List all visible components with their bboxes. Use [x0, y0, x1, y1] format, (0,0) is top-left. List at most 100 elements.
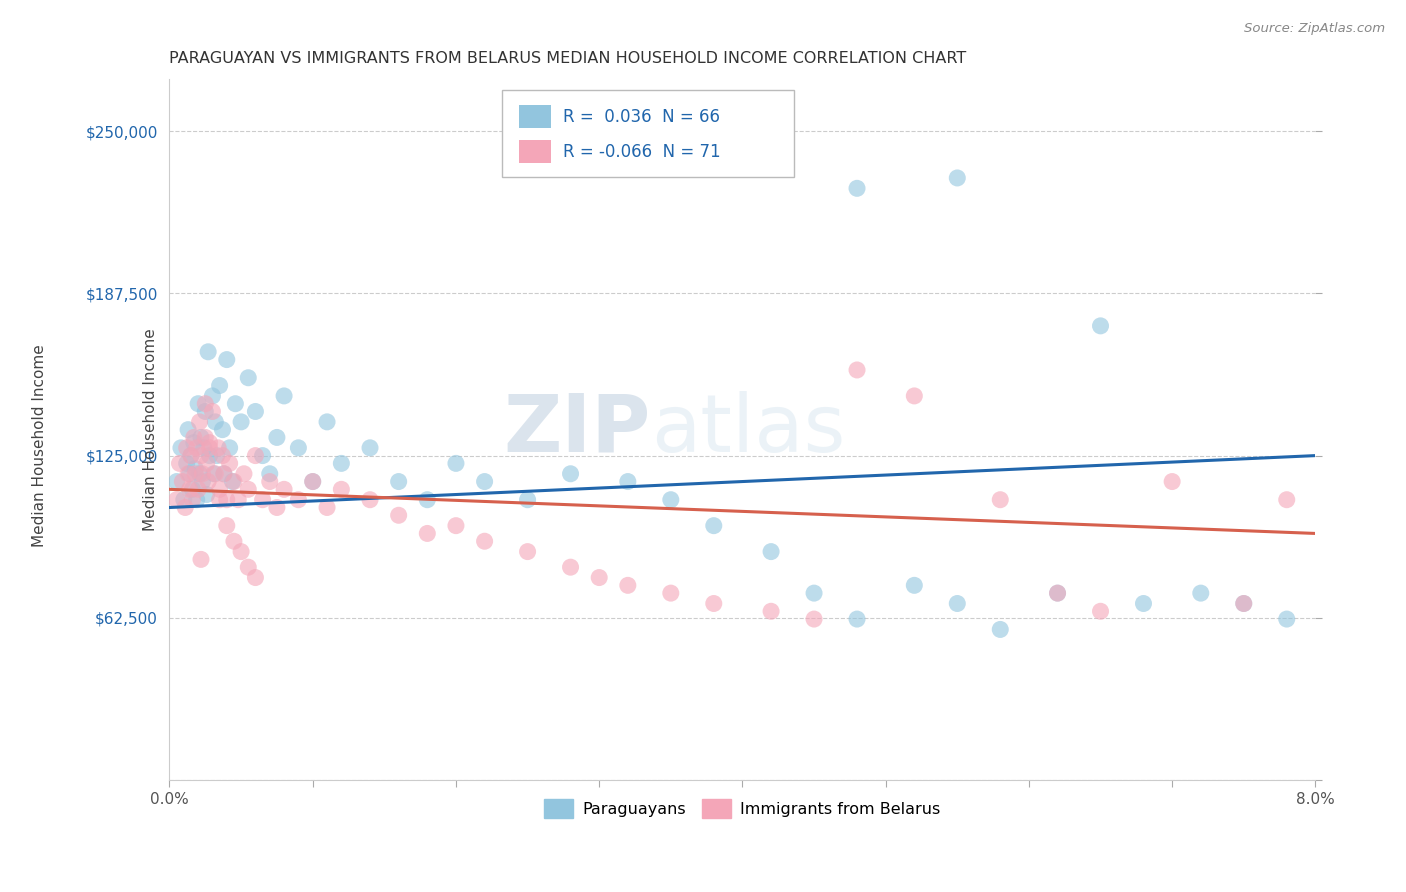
Point	[190, 430, 212, 444]
Point	[287, 492, 309, 507]
Point	[1046, 586, 1069, 600]
Point	[803, 586, 825, 600]
Point	[588, 570, 610, 584]
Point	[238, 483, 260, 497]
Point	[703, 518, 725, 533]
Point	[208, 492, 231, 507]
Point	[1275, 612, 1298, 626]
Point	[177, 423, 200, 437]
Text: R =  0.036  N = 66: R = 0.036 N = 66	[562, 108, 720, 126]
Point	[1090, 318, 1112, 333]
Point	[330, 456, 353, 470]
Point	[659, 492, 682, 507]
Point	[190, 552, 212, 566]
Point	[193, 441, 215, 455]
Point	[184, 461, 207, 475]
Point	[177, 467, 200, 481]
Point	[187, 397, 209, 411]
Point	[180, 449, 202, 463]
Point	[238, 370, 260, 384]
FancyBboxPatch shape	[519, 140, 551, 163]
Point	[194, 404, 217, 418]
Point	[169, 456, 191, 470]
Point	[202, 467, 225, 481]
Point	[218, 441, 240, 455]
Point	[1233, 597, 1256, 611]
Y-axis label: Median Household Income: Median Household Income	[143, 328, 159, 531]
Point	[179, 467, 201, 481]
Point	[903, 578, 925, 592]
Point	[181, 483, 204, 497]
Point	[759, 544, 782, 558]
Point	[903, 389, 925, 403]
Point	[266, 500, 288, 515]
FancyBboxPatch shape	[502, 90, 794, 178]
Point	[172, 475, 194, 489]
Point	[1275, 492, 1298, 507]
Point	[204, 467, 226, 481]
Point	[416, 492, 439, 507]
Point	[259, 475, 281, 489]
Point	[198, 441, 221, 455]
Point	[988, 492, 1011, 507]
Point	[287, 441, 309, 455]
Point	[195, 456, 218, 470]
Point	[301, 475, 323, 489]
Point	[252, 492, 274, 507]
Text: Source: ZipAtlas.com: Source: ZipAtlas.com	[1244, 22, 1385, 36]
Point	[316, 415, 339, 429]
Point	[211, 449, 233, 463]
Point	[222, 475, 245, 489]
Point	[803, 612, 825, 626]
FancyBboxPatch shape	[519, 105, 551, 128]
Point	[224, 397, 246, 411]
Point	[176, 441, 198, 455]
Point	[208, 378, 231, 392]
Point	[659, 586, 682, 600]
Point	[229, 415, 252, 429]
Point	[187, 483, 209, 497]
Point	[207, 441, 229, 455]
Point	[188, 467, 211, 481]
Point	[988, 623, 1011, 637]
Point	[212, 467, 235, 481]
Point	[273, 483, 295, 497]
Point	[516, 492, 538, 507]
Point	[184, 467, 207, 481]
Point	[444, 456, 467, 470]
Point	[516, 544, 538, 558]
Point	[218, 456, 240, 470]
Point	[173, 492, 195, 507]
Point	[205, 449, 228, 463]
Point	[211, 423, 233, 437]
Text: Median Household Income: Median Household Income	[32, 344, 46, 548]
Point	[245, 404, 267, 418]
Point	[252, 449, 274, 463]
Point	[273, 389, 295, 403]
Point	[703, 597, 725, 611]
Point	[198, 449, 221, 463]
Point	[179, 483, 201, 497]
Point	[215, 352, 238, 367]
Point	[946, 597, 969, 611]
Point	[846, 181, 869, 195]
Point	[198, 435, 221, 450]
Point	[1046, 586, 1069, 600]
Point	[221, 475, 243, 489]
Point	[181, 492, 204, 507]
Point	[301, 475, 323, 489]
Point	[245, 570, 267, 584]
Point	[388, 508, 411, 523]
Point	[238, 560, 260, 574]
Point	[180, 449, 202, 463]
Point	[166, 492, 188, 507]
Point	[1090, 604, 1112, 618]
Point	[233, 467, 256, 481]
Point	[946, 170, 969, 185]
Point	[186, 441, 208, 455]
Point	[197, 475, 219, 489]
Point	[359, 492, 381, 507]
Point	[186, 492, 208, 507]
Point	[1233, 597, 1256, 611]
Legend: Paraguayans, Immigrants from Belarus: Paraguayans, Immigrants from Belarus	[537, 792, 948, 824]
